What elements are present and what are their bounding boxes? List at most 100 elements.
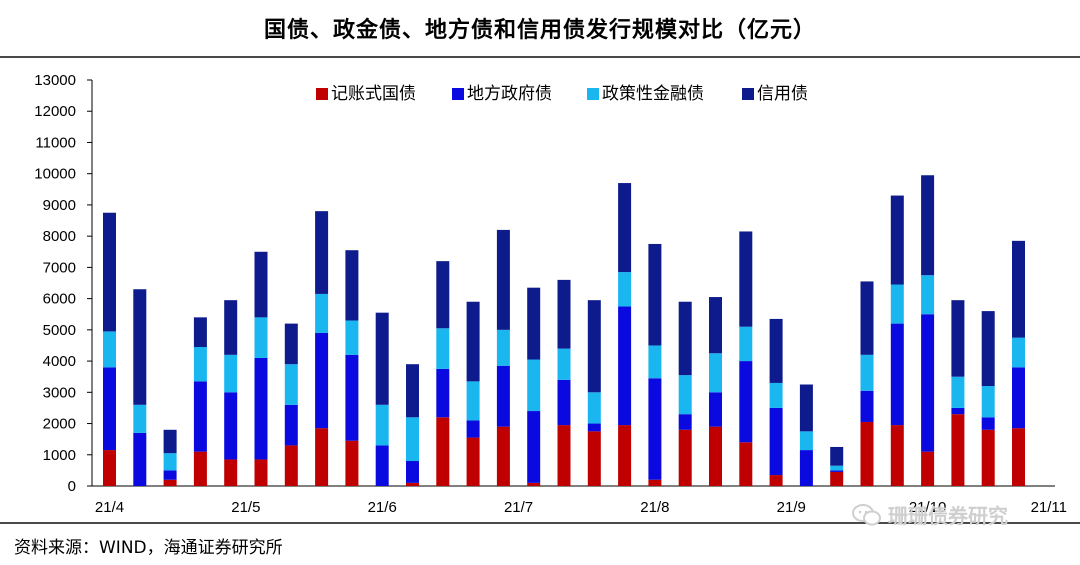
bar-segment bbox=[133, 289, 147, 405]
bar-segment bbox=[284, 364, 298, 405]
bar-segment bbox=[224, 459, 238, 486]
bar-segment bbox=[496, 365, 510, 427]
bar-segment bbox=[739, 442, 753, 486]
bar-segment bbox=[648, 378, 662, 480]
bar-segment bbox=[799, 450, 813, 486]
bar-segment bbox=[921, 175, 935, 276]
bar-segment bbox=[769, 318, 783, 383]
bar-segment bbox=[860, 354, 874, 391]
y-tick-label: 7000 bbox=[43, 259, 76, 276]
bar-segment bbox=[678, 301, 692, 376]
bar-segment bbox=[921, 314, 935, 452]
bar-segment bbox=[163, 429, 177, 454]
bar-segment bbox=[345, 354, 359, 441]
bar-segment bbox=[527, 359, 541, 412]
bar-segment bbox=[739, 361, 753, 443]
bar-segment bbox=[436, 261, 450, 329]
bar-segment bbox=[557, 379, 571, 426]
x-tick-label: 21/4 bbox=[95, 499, 124, 516]
chart-title-bar: 国债、政金债、地方债和信用债发行规模对比（亿元） bbox=[0, 0, 1080, 58]
y-tick-label: 4000 bbox=[43, 353, 76, 370]
bar-segment bbox=[527, 482, 541, 486]
bar-segment bbox=[133, 432, 147, 486]
bar-segment bbox=[618, 306, 632, 426]
bar-segment bbox=[799, 431, 813, 451]
bar-segment bbox=[193, 347, 207, 382]
bar-segment bbox=[799, 384, 813, 432]
x-tick-label: 21/5 bbox=[231, 499, 260, 516]
bar-segment bbox=[284, 445, 298, 486]
legend-swatch bbox=[742, 88, 754, 100]
bar-segment bbox=[496, 229, 510, 330]
bar-segment bbox=[193, 317, 207, 348]
bar-segment bbox=[921, 451, 935, 486]
y-tick-label: 10000 bbox=[34, 166, 76, 183]
bar-segment bbox=[709, 297, 722, 354]
bar-segment bbox=[527, 287, 541, 360]
bar-segment bbox=[103, 331, 116, 368]
bar-segment bbox=[406, 364, 419, 418]
bar-segment bbox=[1012, 337, 1025, 368]
bar-segment bbox=[254, 251, 268, 318]
bar-segment bbox=[830, 465, 844, 471]
bar-segment bbox=[709, 392, 722, 427]
y-tick-label: 6000 bbox=[43, 291, 76, 308]
bar-segment bbox=[284, 323, 298, 365]
bar-segment bbox=[587, 423, 601, 432]
y-tick-label: 2000 bbox=[43, 416, 76, 433]
x-tick-label: 21/9 bbox=[777, 499, 806, 516]
y-tick-label: 11000 bbox=[35, 134, 76, 151]
bar-segment bbox=[315, 332, 329, 429]
bar-segment bbox=[1012, 240, 1025, 338]
y-tick-label: 5000 bbox=[43, 322, 76, 339]
bar-segment bbox=[254, 317, 268, 358]
bar-segment bbox=[466, 437, 480, 486]
bar-segment bbox=[345, 250, 359, 321]
bar-segment bbox=[921, 275, 935, 315]
footer-divider bbox=[0, 522, 1080, 524]
bar-segment bbox=[587, 300, 601, 393]
bar-segment bbox=[315, 293, 329, 333]
bar-segment bbox=[224, 300, 238, 355]
bar-segment bbox=[375, 312, 389, 405]
y-tick-label: 12000 bbox=[34, 103, 76, 120]
legend-swatch bbox=[452, 88, 464, 100]
bar-segment bbox=[436, 368, 450, 418]
bar-segment bbox=[103, 450, 116, 486]
bar-segment bbox=[375, 445, 389, 486]
y-tick-label: 8000 bbox=[43, 228, 76, 245]
bar-segment bbox=[193, 451, 207, 486]
bar-segment bbox=[709, 353, 722, 393]
bar-segment bbox=[557, 425, 571, 486]
bar-segment bbox=[618, 272, 632, 307]
bar-segment bbox=[254, 357, 268, 460]
y-tick-label: 3000 bbox=[43, 384, 76, 401]
legend-label: 记账式国债 bbox=[331, 84, 416, 104]
bar-segment bbox=[345, 320, 359, 355]
bar-segment bbox=[678, 429, 692, 486]
bar-segment bbox=[981, 429, 995, 486]
source-note: 资料来源：WIND，海通证券研究所 bbox=[14, 538, 283, 558]
bar-segment bbox=[890, 195, 904, 285]
bar-segment bbox=[890, 425, 904, 486]
bar-segment bbox=[193, 381, 207, 452]
bar-segment bbox=[406, 482, 419, 486]
bar-segment bbox=[1012, 367, 1025, 429]
bar-segment bbox=[315, 211, 329, 294]
x-tick-label: 21/6 bbox=[368, 499, 397, 516]
bar-segment bbox=[466, 301, 480, 382]
y-tick-label: 0 bbox=[68, 478, 76, 495]
bar-segment bbox=[981, 417, 995, 430]
bar-segment bbox=[496, 426, 510, 486]
bar-segment bbox=[254, 459, 268, 486]
bar-segment bbox=[709, 426, 722, 486]
bar-segment bbox=[890, 323, 904, 426]
legend-swatch bbox=[587, 88, 599, 100]
bar-segment bbox=[739, 231, 753, 327]
bar-segment bbox=[981, 386, 995, 418]
bar-segment bbox=[406, 417, 419, 462]
watermark: 珊珊债券研究 bbox=[852, 500, 1008, 529]
bar-segment bbox=[436, 417, 450, 486]
stacked-bar-chart: 0 1000 2000 3000 4000 5000 6000 7000 8000 9000 100… bbox=[34, 72, 1067, 516]
x-tick-label: 21/11 bbox=[1031, 499, 1067, 516]
